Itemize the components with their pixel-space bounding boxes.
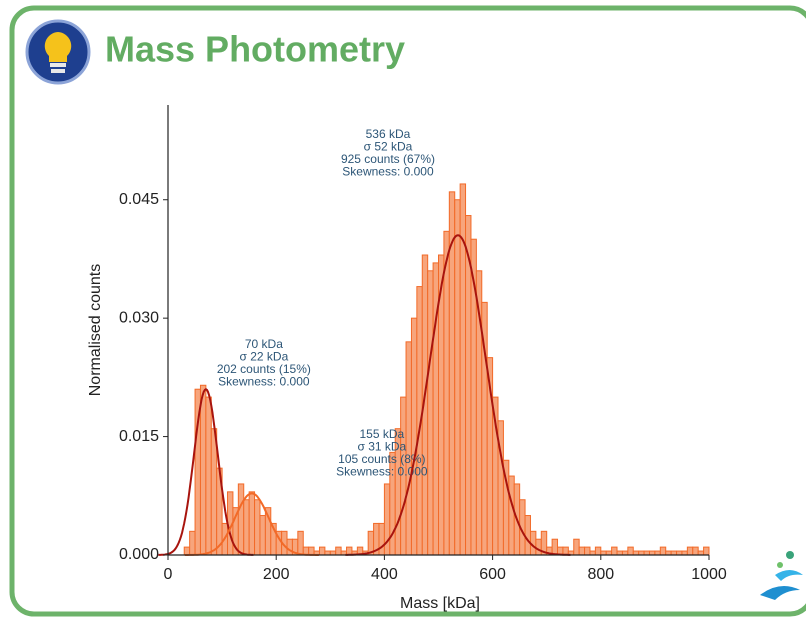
fit-curve: [158, 388, 254, 556]
bar: [237, 483, 245, 556]
bar: [308, 546, 315, 556]
bar: [703, 546, 710, 556]
y-tick-label: 0.015: [119, 428, 159, 445]
x-tick-label: 1000: [691, 566, 727, 583]
y-tick-label: 0.030: [119, 309, 159, 326]
fit-curve: [345, 234, 571, 556]
logo: [760, 551, 803, 600]
bar: [686, 546, 694, 556]
bar: [199, 384, 207, 556]
fit-annotation: Skewness: 0.000: [342, 165, 434, 179]
x-tick-label: 200: [263, 566, 290, 583]
bar: [551, 538, 559, 556]
fit-annotation: σ 31 kDa: [357, 440, 406, 454]
bar: [627, 546, 634, 556]
bulb-icon: [25, 19, 91, 85]
fit-annotation: Skewness: 0.000: [218, 375, 310, 389]
fit-annotation: 70 kDa: [245, 337, 283, 351]
bar: [248, 491, 256, 556]
fit-annotation: Skewness: 0.000: [336, 465, 428, 479]
bar: [335, 546, 342, 556]
bar: [692, 546, 699, 556]
bar: [584, 546, 591, 556]
bar: [189, 530, 196, 556]
x-tick-label: 400: [371, 566, 398, 583]
fit-annotation: 105 counts (8%): [338, 452, 425, 466]
frame: [9, 5, 806, 617]
fit-annotation: 925 counts (67%): [341, 152, 435, 166]
fit-annotation: 202 counts (15%): [217, 362, 311, 376]
fit-annotation: 536 kDa: [366, 127, 411, 141]
bar: [378, 522, 385, 556]
bar: [259, 515, 266, 556]
bar: [210, 428, 218, 556]
page-title: Mass Photometry: [105, 29, 405, 70]
bar: [183, 546, 191, 556]
bar: [243, 499, 250, 556]
bar: [443, 230, 450, 556]
bar: [659, 546, 667, 556]
x-tick-label: 0: [164, 566, 173, 583]
bar: [594, 546, 602, 556]
bar: [508, 475, 515, 556]
x-axis-label: Mass [kDa]: [400, 595, 480, 612]
x-tick-label: 600: [479, 566, 506, 583]
bar: [454, 199, 461, 556]
y-tick-label: 0.000: [119, 546, 159, 563]
bar: [410, 317, 418, 556]
x-tick-label: 800: [587, 566, 614, 583]
bar: [573, 538, 580, 556]
bar: [286, 538, 293, 556]
y-axis-label: Normalised counts: [87, 264, 104, 397]
bar: [318, 546, 326, 556]
bar: [524, 515, 531, 556]
bar: [611, 546, 618, 556]
fit-annotation: σ 52 kDa: [364, 140, 413, 154]
fit-curve: [184, 492, 319, 556]
bar: [578, 546, 586, 556]
fit-annotation: σ 22 kDa: [239, 350, 288, 364]
fit-annotation: 155 kDa: [360, 427, 405, 441]
bar: [427, 270, 434, 556]
bar: [205, 396, 212, 556]
bar: [535, 538, 542, 556]
bar: [405, 341, 412, 556]
bar: [297, 530, 304, 556]
y-tick-label: 0.045: [119, 191, 159, 208]
bar: [254, 499, 261, 556]
